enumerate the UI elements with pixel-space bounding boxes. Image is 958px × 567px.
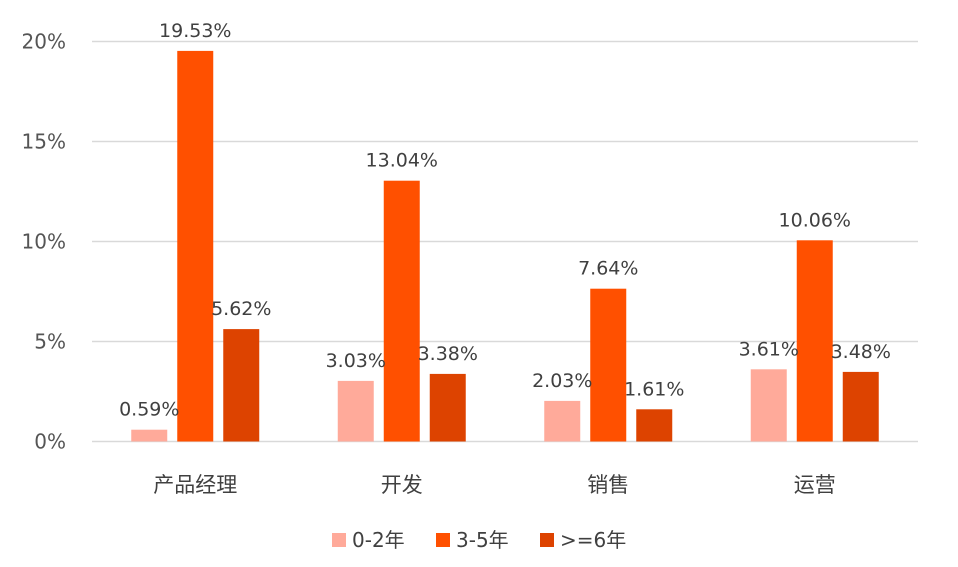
- data-label: 19.53%: [159, 20, 231, 42]
- bar: [337, 380, 374, 442]
- gridlines: [92, 40, 918, 443]
- bar: [131, 429, 168, 442]
- data-label: 1.61%: [624, 378, 684, 400]
- legend-swatch: [436, 533, 450, 547]
- category-label: 开发: [381, 473, 423, 497]
- bar: [590, 288, 627, 442]
- bar: [429, 373, 466, 442]
- bar: [544, 400, 581, 442]
- y-tick-label: 20%: [22, 30, 66, 54]
- legend-label: 0-2年: [352, 528, 405, 552]
- bar: [636, 409, 673, 442]
- category-label: 产品经理: [153, 473, 237, 497]
- data-label: 3.38%: [418, 343, 478, 365]
- y-tick-label: 5%: [34, 330, 66, 354]
- bar: [383, 180, 420, 442]
- y-axis-ticks: 0% 5% 10% 15% 20%: [22, 30, 66, 454]
- y-tick-label: 0%: [34, 430, 66, 454]
- data-label: 3.03%: [326, 350, 386, 372]
- data-label: 5.62%: [211, 298, 271, 320]
- data-labels: 0.59% 19.53% 5.62% 3.03% 13.04% 3.38% 2.03% 7.6…: [119, 20, 891, 421]
- category-label: 销售: [587, 473, 629, 497]
- bar: [750, 369, 787, 442]
- legend-label: >=6年: [560, 528, 626, 552]
- bar: [796, 240, 833, 442]
- legend-label: 3-5年: [456, 528, 509, 552]
- y-tick-label: 15%: [22, 130, 66, 154]
- data-label: 13.04%: [366, 150, 438, 172]
- x-axis-categories: 产品经理 开发 销售 运营: [153, 473, 836, 497]
- bars: [131, 50, 879, 442]
- bar: [223, 329, 260, 442]
- bar: [842, 371, 879, 442]
- y-tick-label: 10%: [22, 230, 66, 254]
- data-label: 0.59%: [119, 399, 179, 421]
- data-label: 2.03%: [532, 370, 592, 392]
- category-label: 运营: [794, 473, 836, 497]
- legend: 0-2年 3-5年 >=6年: [332, 528, 626, 552]
- data-label: 7.64%: [578, 258, 638, 280]
- data-label: 10.06%: [779, 209, 851, 231]
- legend-swatch: [540, 533, 554, 547]
- legend-swatch: [332, 533, 346, 547]
- bar: [177, 50, 214, 442]
- data-label: 3.61%: [739, 338, 799, 360]
- data-label: 3.48%: [831, 341, 891, 363]
